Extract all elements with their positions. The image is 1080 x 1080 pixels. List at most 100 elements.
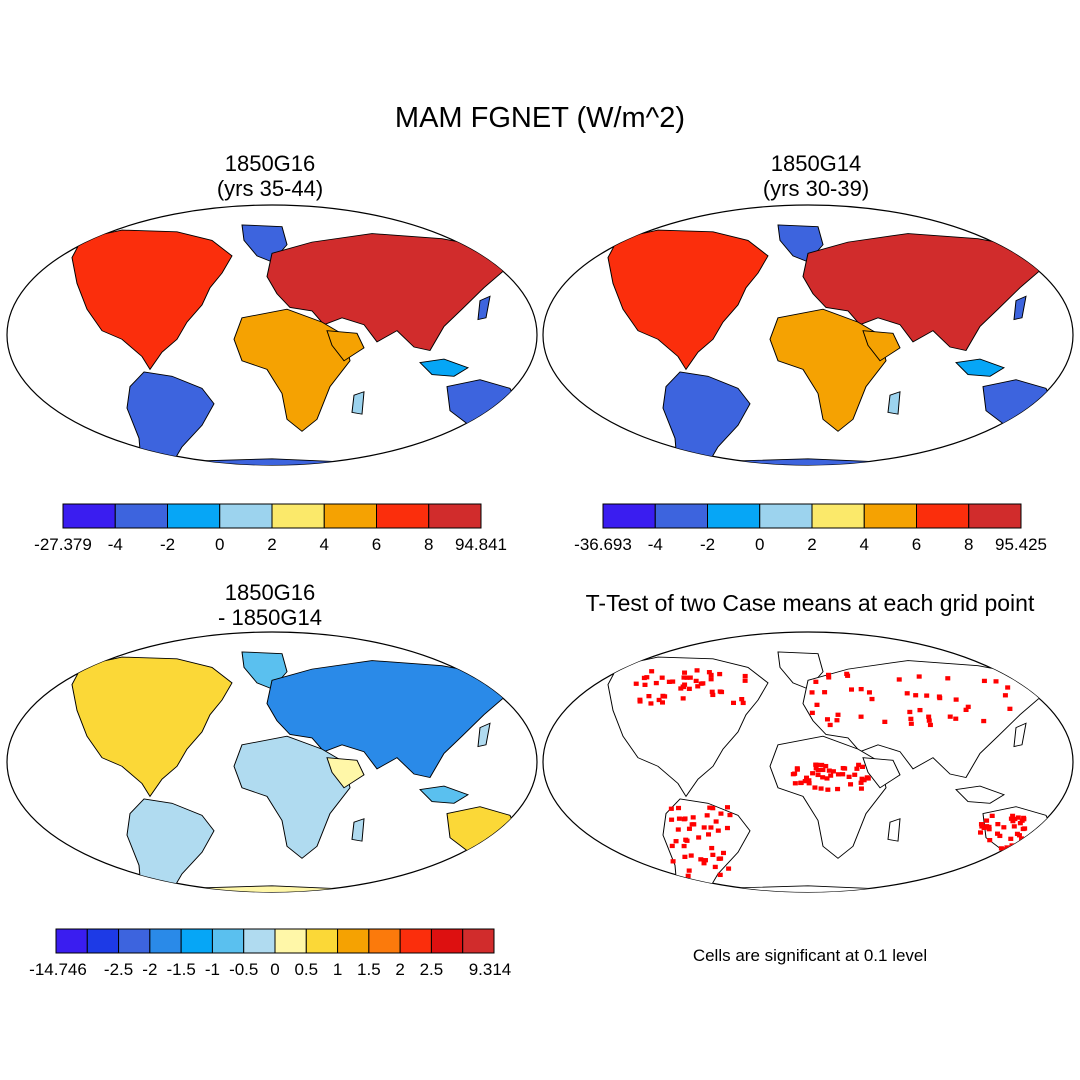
significant-cell bbox=[644, 675, 650, 680]
colorbar-tick-label: -14.746 bbox=[29, 960, 87, 979]
colorbar-swatch bbox=[274, 928, 307, 954]
colorbar-tick-label: -2 bbox=[160, 535, 175, 554]
colorbar-swatch bbox=[863, 503, 917, 529]
significant-cell bbox=[1025, 837, 1031, 843]
significant-cell bbox=[937, 695, 943, 701]
panel-title-1850G16-line2: (yrs 35-44) bbox=[216, 176, 324, 201]
significant-cell bbox=[828, 773, 834, 778]
colorbar-swatch bbox=[271, 503, 325, 529]
significant-cell bbox=[926, 718, 932, 723]
significant-cell bbox=[612, 891, 618, 892]
land-fill bbox=[576, 651, 1057, 906]
continent-shape bbox=[419, 358, 470, 377]
significant-cell bbox=[858, 686, 864, 692]
map-panel-1850G14 bbox=[542, 204, 1074, 466]
significant-cell bbox=[709, 845, 715, 851]
colorbar-swatch bbox=[602, 503, 656, 529]
significant-cell bbox=[708, 672, 714, 678]
significant-cell bbox=[608, 893, 613, 897]
colorbar-swatch bbox=[243, 928, 276, 954]
significant-cell bbox=[673, 839, 679, 844]
colorbar-tick-label: 0.5 bbox=[294, 960, 318, 979]
significant-cell bbox=[712, 864, 718, 870]
significant-cell bbox=[1012, 816, 1018, 822]
colorbar-tick-label: -2 bbox=[142, 960, 157, 979]
significant-cell bbox=[728, 894, 733, 898]
significant-cell bbox=[686, 826, 692, 831]
significant-cell bbox=[794, 767, 800, 772]
continent-shape bbox=[607, 656, 769, 798]
significant-cell bbox=[904, 691, 910, 696]
colorbar-swatch bbox=[462, 928, 495, 954]
significant-cell bbox=[819, 762, 825, 768]
significant-cell bbox=[670, 893, 675, 897]
colorbar-tick-label: 1.5 bbox=[357, 960, 381, 979]
significant-cell bbox=[908, 716, 914, 722]
significant-cell bbox=[718, 811, 724, 816]
significant-cell bbox=[682, 816, 688, 821]
colorbar-swatch bbox=[430, 928, 464, 954]
colorbar-swatch bbox=[707, 503, 761, 529]
significant-cell bbox=[727, 812, 733, 818]
continent-shape bbox=[576, 885, 1039, 892]
colorbar-tick-label: 95.425 bbox=[995, 535, 1047, 554]
continent-shape bbox=[419, 785, 470, 804]
significant-cell bbox=[916, 674, 922, 679]
significant-cell bbox=[994, 831, 1000, 836]
significant-cell bbox=[1019, 836, 1025, 841]
significant-cell bbox=[864, 775, 870, 780]
colorbar-tick-label: 1 bbox=[333, 960, 342, 979]
colorbar-swatch bbox=[323, 503, 377, 529]
significant-cell bbox=[717, 689, 723, 694]
significant-cell bbox=[927, 722, 933, 728]
significant-cell bbox=[758, 899, 763, 903]
significant-cell bbox=[710, 692, 716, 698]
significant-cell bbox=[809, 690, 815, 695]
significant-cell bbox=[825, 672, 831, 678]
significant-cell bbox=[670, 859, 676, 864]
significant-cell bbox=[1035, 834, 1041, 840]
significant-cell bbox=[997, 833, 1003, 839]
significant-cell bbox=[826, 768, 832, 773]
colorbar-tick-label: -1.5 bbox=[166, 960, 195, 979]
significant-cell bbox=[986, 824, 992, 830]
significant-cell bbox=[812, 785, 818, 790]
significant-cell bbox=[701, 861, 707, 866]
significant-cell bbox=[998, 846, 1004, 851]
significant-cell bbox=[652, 895, 657, 899]
significant-cell bbox=[993, 679, 999, 684]
significant-cell bbox=[693, 902, 698, 906]
significant-cell bbox=[642, 682, 648, 687]
significant-cell bbox=[739, 696, 745, 702]
continent-shape bbox=[477, 295, 491, 321]
significant-cell bbox=[1045, 834, 1051, 839]
significant-cell bbox=[1036, 847, 1042, 853]
significant-cell bbox=[673, 892, 678, 896]
colorbar-tick-label: -4 bbox=[648, 535, 663, 554]
colorbar-tick-label: 0 bbox=[270, 960, 279, 979]
significant-cell bbox=[653, 680, 659, 686]
significant-cell bbox=[1002, 693, 1008, 698]
significant-cell bbox=[826, 675, 832, 680]
significant-cell bbox=[715, 828, 721, 833]
significant-cell bbox=[675, 899, 680, 903]
significant-cell bbox=[1001, 825, 1007, 830]
colorbar-tick-label: 6 bbox=[912, 535, 921, 554]
significant-cell bbox=[825, 787, 831, 792]
significant-cell bbox=[813, 679, 819, 684]
significant-cell bbox=[681, 901, 686, 905]
colorbar-swatch bbox=[968, 503, 1022, 529]
significant-cell bbox=[649, 669, 655, 674]
significant-cell bbox=[662, 899, 667, 903]
significant-cell bbox=[848, 782, 854, 787]
colorbar-tick-label: -2.5 bbox=[104, 960, 133, 979]
significant-cell bbox=[846, 774, 852, 779]
continent-shape bbox=[862, 330, 901, 362]
significant-cell bbox=[924, 693, 930, 698]
colorbar-tick-label: 2 bbox=[807, 535, 816, 554]
continent-shape bbox=[769, 308, 887, 432]
colorbar-tick-label: -36.693 bbox=[574, 535, 632, 554]
significant-cell bbox=[809, 710, 815, 716]
continent-shape bbox=[326, 757, 365, 789]
